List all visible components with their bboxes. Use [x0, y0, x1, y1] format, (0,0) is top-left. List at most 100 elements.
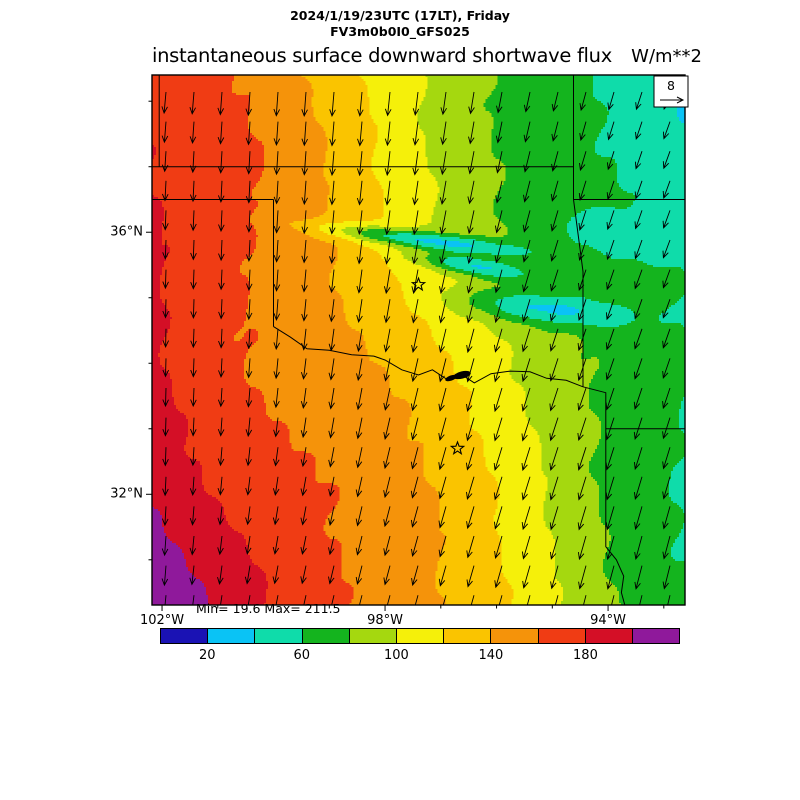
wind-vector	[493, 447, 503, 471]
wind-vector	[384, 180, 391, 206]
plot-title: instantaneous surface downward shortwave…	[152, 44, 612, 67]
wind-vector	[438, 328, 447, 354]
wind-vector	[300, 447, 308, 468]
wind-vector	[412, 91, 420, 117]
colorbar-segment	[255, 629, 303, 643]
wind-vector	[301, 328, 308, 351]
flux-field-canvas	[152, 75, 685, 605]
wind-vector	[189, 535, 197, 556]
wind-vector	[383, 328, 391, 353]
wind-vector	[493, 476, 503, 501]
wind-vector	[328, 565, 335, 585]
wind-vector	[162, 447, 169, 467]
wind-vector	[162, 210, 169, 231]
wind-vector	[494, 269, 503, 294]
wind-vector	[190, 417, 197, 437]
wind-vector	[190, 239, 197, 261]
wind-vector	[217, 476, 225, 496]
wind-vector	[521, 447, 531, 472]
wind-vector	[577, 328, 587, 352]
wind-vector	[662, 299, 671, 319]
wind-vector	[662, 328, 671, 349]
wind-vector	[190, 387, 197, 408]
wind-vector	[605, 476, 615, 501]
wind-vector	[244, 565, 252, 585]
wind-vector	[470, 595, 475, 605]
wind-vector	[439, 210, 447, 235]
wind-vector	[218, 328, 225, 349]
wind-vector	[606, 269, 615, 291]
wind-vector	[410, 476, 419, 499]
wind-vector	[554, 595, 559, 605]
wind-vector	[384, 210, 391, 236]
wind-vector	[523, 91, 531, 113]
wind-vector	[273, 328, 280, 351]
wind-vector	[466, 239, 475, 265]
wind-vector	[549, 476, 559, 501]
wind-vector	[607, 121, 615, 141]
wind-vector	[634, 535, 643, 560]
wind-vector	[606, 565, 615, 590]
wind-vector	[634, 239, 643, 260]
wind-vector	[523, 180, 531, 203]
wind-vector	[329, 91, 336, 117]
wind-vector	[355, 447, 363, 469]
wind-vector	[605, 328, 615, 351]
wind-vector	[273, 358, 280, 380]
wind-vector	[190, 328, 197, 349]
wind-vector	[633, 387, 643, 410]
wind-vector	[356, 269, 363, 294]
lake	[445, 374, 457, 382]
wind-vector	[662, 565, 671, 590]
wind-vector	[245, 91, 252, 117]
wind-vector	[356, 151, 364, 177]
wind-vector	[440, 151, 447, 176]
wind-vector	[411, 328, 419, 353]
wind-vector	[328, 417, 335, 439]
wind-vector	[245, 180, 253, 204]
wind-vector	[577, 299, 587, 322]
x-axis-label: 98°W	[367, 613, 403, 628]
wind-vector	[190, 269, 197, 290]
wind-vector	[410, 447, 419, 470]
wind-vector	[605, 506, 615, 531]
wind-vector	[440, 121, 447, 146]
colorbar-segment	[491, 629, 539, 643]
wind-vector	[273, 91, 280, 117]
wind-vector	[328, 506, 335, 527]
wind-vector	[607, 91, 615, 111]
wind-vector	[662, 121, 671, 140]
wind-vector	[412, 180, 419, 206]
wind-vector	[578, 210, 587, 231]
colorbar	[160, 628, 680, 644]
colorbar-segment	[161, 629, 209, 643]
wind-vector	[355, 535, 363, 556]
wind-vector	[301, 299, 308, 322]
wind-vector	[577, 506, 587, 531]
wind-vector	[301, 91, 308, 118]
minmax-label: Min= 19.6 Max= 211.5	[196, 601, 341, 616]
wind-vector	[611, 595, 615, 605]
wind-vector	[495, 151, 503, 174]
wind-vector	[300, 417, 308, 439]
wind-vector	[245, 121, 253, 146]
wind-vector	[633, 447, 643, 471]
wind-vector	[383, 299, 391, 324]
run-datetime: 2024/1/19/23UTC (17LT), Friday	[290, 8, 510, 23]
wind-vector	[355, 387, 363, 411]
wind-vector	[355, 417, 363, 440]
wind-vector	[639, 595, 643, 605]
wind-vector	[549, 506, 559, 531]
wind-vector	[438, 387, 447, 412]
wind-vector	[521, 535, 531, 560]
wind-vector	[438, 535, 447, 558]
wind-vector	[162, 387, 169, 408]
wind-vector	[411, 565, 419, 587]
wind-vector	[328, 269, 336, 294]
wind-vector	[465, 447, 475, 471]
wind-vector	[634, 151, 643, 170]
wind-vector	[577, 417, 587, 442]
wind-vector	[577, 387, 587, 412]
